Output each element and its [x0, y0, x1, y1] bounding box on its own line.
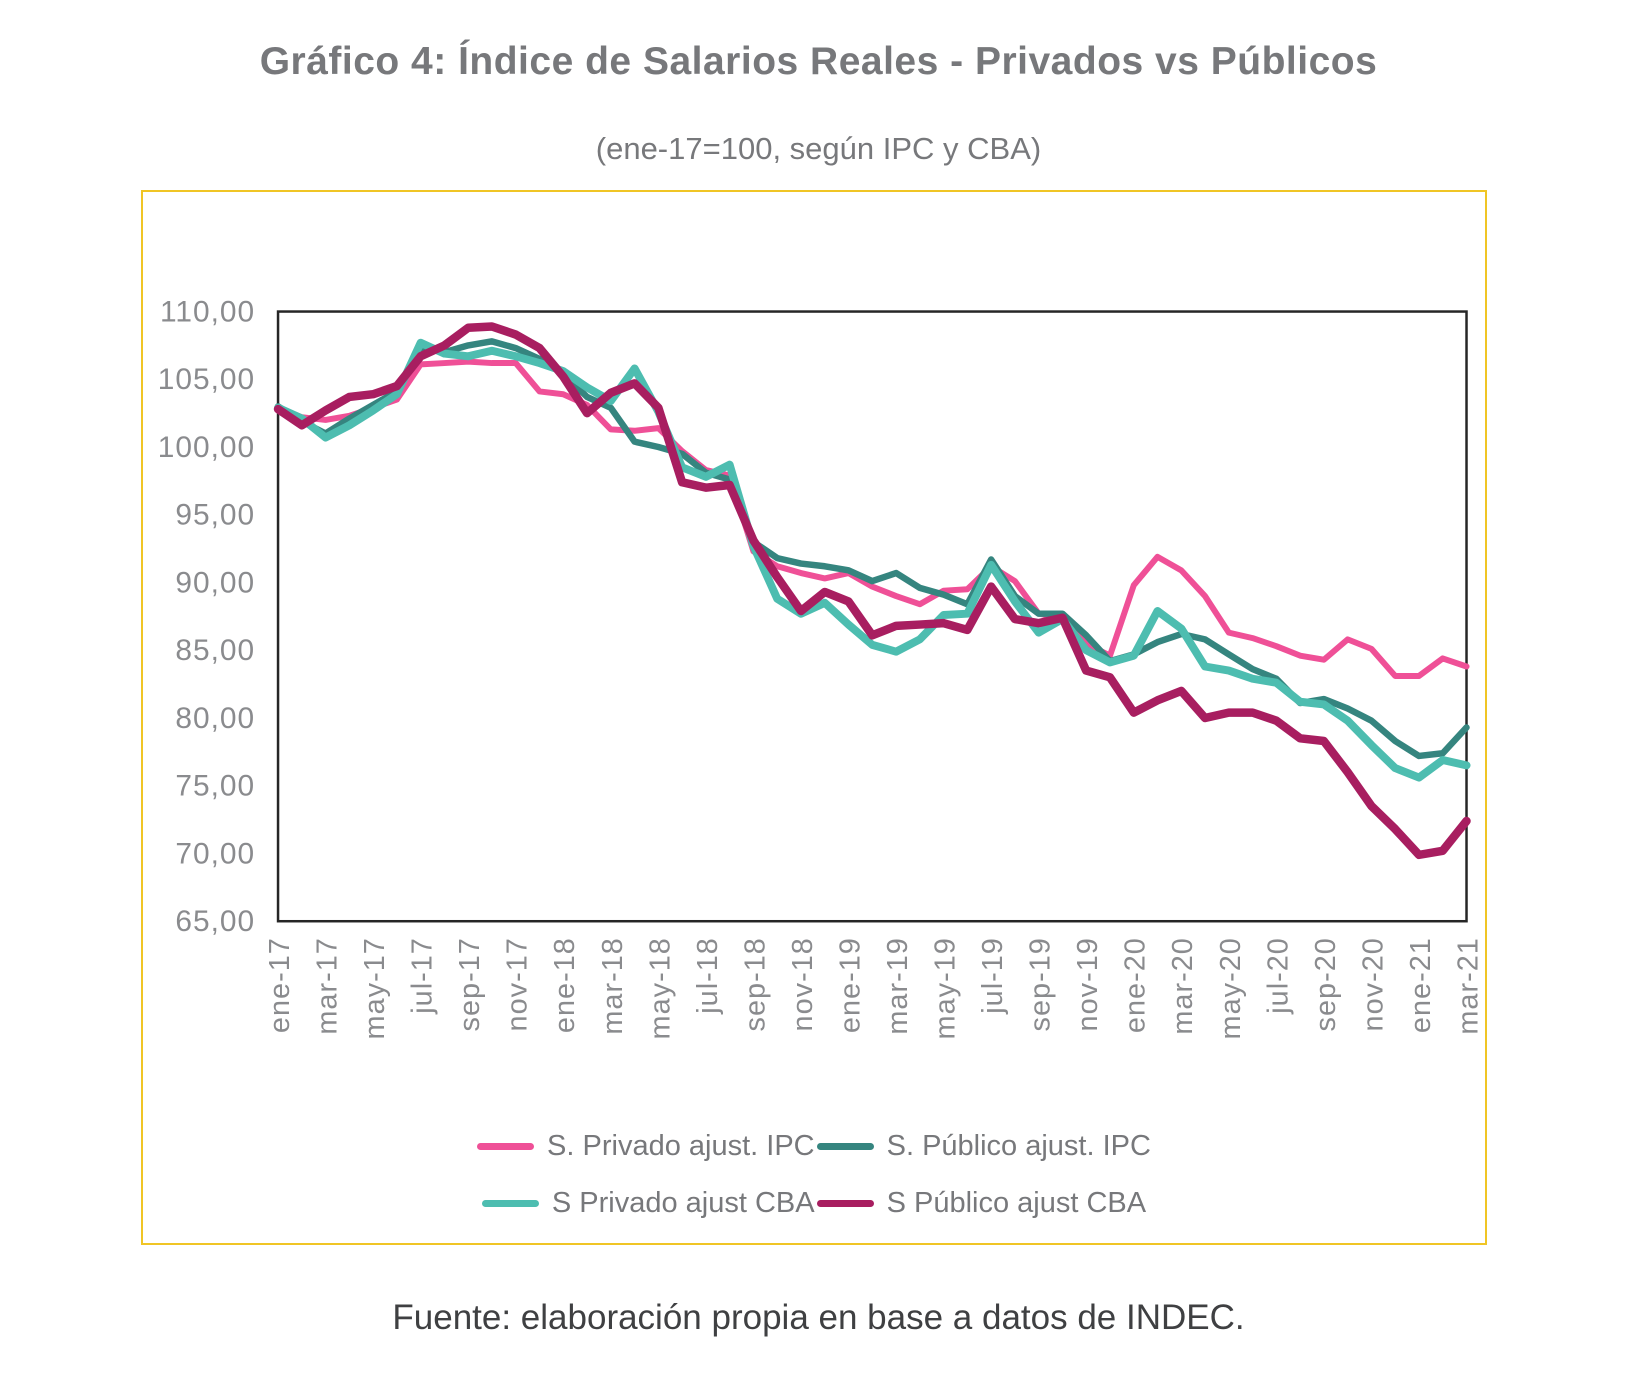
x-axis-tick-label: mar-17 [312, 937, 344, 1034]
source-note: Fuente: elaboración propia en base a dat… [392, 1298, 1245, 1337]
legend-label-s-privado-cba: S Privado ajust CBA [551, 1187, 815, 1219]
y-axis-tick-label: 80,00 [175, 702, 255, 735]
legend-label-s-privado-ipc: S. Privado ajust. IPC [547, 1130, 815, 1162]
x-axis-tick-label: mar-21 [1452, 937, 1484, 1034]
x-axis-tick-label: jul-18 [692, 937, 724, 1015]
x-axis-tick-label: mar-20 [1167, 937, 1199, 1034]
legend-label-s-publico-cba: S Público ajust CBA [886, 1187, 1147, 1219]
x-axis-tick-label: jul-19 [977, 937, 1009, 1015]
legend-label-s-publico-ipc: S. Público ajust. IPC [886, 1130, 1151, 1162]
y-axis-tick-label: 110,00 [160, 296, 255, 329]
x-axis-tick-label: ene-21 [1405, 937, 1437, 1033]
legend-swatch-s-publico-ipc [816, 1143, 874, 1150]
legend-item-s-publico-cba: S Público ajust CBA [816, 1187, 1147, 1220]
x-axis-tick-label: sep-20 [1310, 937, 1342, 1031]
x-axis-tick-label: nov-17 [502, 937, 534, 1031]
legend-item-s-privado-ipc: S. Privado ajust. IPC [477, 1130, 815, 1163]
x-axis-tick-label: mar-19 [882, 937, 914, 1034]
x-axis-tick-label: may-19 [930, 937, 962, 1039]
y-axis-tick-label: 75,00 [175, 770, 255, 803]
x-axis-tick-label: ene-17 [264, 937, 296, 1033]
series-line-s-publico-cba [273, 322, 1471, 860]
series-line-s-privado-cba [274, 338, 1471, 782]
chart-subtitle: (ene-17=100, según IPC y CBA) [595, 131, 1042, 166]
y-axis-tick-label: 70,00 [175, 837, 255, 870]
y-axis-tick-label: 90,00 [175, 566, 255, 599]
plot-area: 110,00 105,00 100,00 95,00 90,00 85,00 80,00 75… [158, 296, 1485, 1040]
y-axis-tick-label: 95,00 [175, 499, 255, 532]
legend-item-s-publico-ipc: S. Público ajust. IPC [816, 1130, 1151, 1163]
legend-row-1: S. Privado ajust. IPC S. Público ajust. … [476, 1130, 1152, 1163]
legend-swatch-s-privado-ipc [477, 1143, 535, 1150]
legend-swatch-s-publico-cba [816, 1200, 874, 1207]
x-axis-tick-label: jul-17 [407, 937, 439, 1015]
x-axis-tick-label: may-17 [359, 937, 391, 1039]
y-axis-tick-label: 85,00 [175, 634, 255, 667]
y-axis-tick-label: 100,00 [158, 431, 255, 464]
x-axis-tick-label: jul-20 [1262, 937, 1294, 1015]
series-line-s-publico-ipc [274, 338, 1470, 760]
plot-border [276, 310, 1468, 923]
legend-item-s-privado-cba: S Privado ajust CBA [481, 1187, 815, 1220]
x-axis-tick-label: ene-19 [834, 937, 866, 1033]
x-axis-tick-label: ene-18 [549, 937, 581, 1033]
legend-row-2: S Privado ajust CBA S Público ajust CBA [481, 1187, 1147, 1220]
x-axis-tick-label: sep-17 [454, 937, 486, 1031]
x-axis-tick-label: ene-20 [1120, 937, 1152, 1033]
legend-swatch-s-privado-cba [481, 1200, 539, 1207]
x-axis-tick-label: may-18 [644, 937, 676, 1039]
x-axis-tick-label: nov-20 [1357, 937, 1389, 1031]
legend: S. Privado ajust. IPC S. Público ajust. … [143, 1130, 1485, 1220]
chart-title: Gráfico 4: Índice de Salarios Reales - P… [259, 40, 1378, 83]
chart-frame: 110,00 105,00 100,00 95,00 90,00 85,00 80,00 75… [141, 190, 1487, 1245]
x-axis-tick-label: may-20 [1215, 937, 1247, 1039]
x-axis-tick-label: mar-18 [597, 937, 629, 1034]
y-axis-tick-label: 105,00 [158, 363, 255, 396]
x-axis-tick-label: sep-19 [1025, 937, 1057, 1031]
x-axis-tick-label: nov-19 [1072, 937, 1104, 1031]
y-axis-tick-label: 65,00 [175, 905, 255, 938]
x-axis-tick-label: sep-18 [739, 937, 771, 1031]
x-axis-tick-label: nov-18 [787, 937, 819, 1031]
series-line-s-privado-ipc [275, 358, 1470, 679]
